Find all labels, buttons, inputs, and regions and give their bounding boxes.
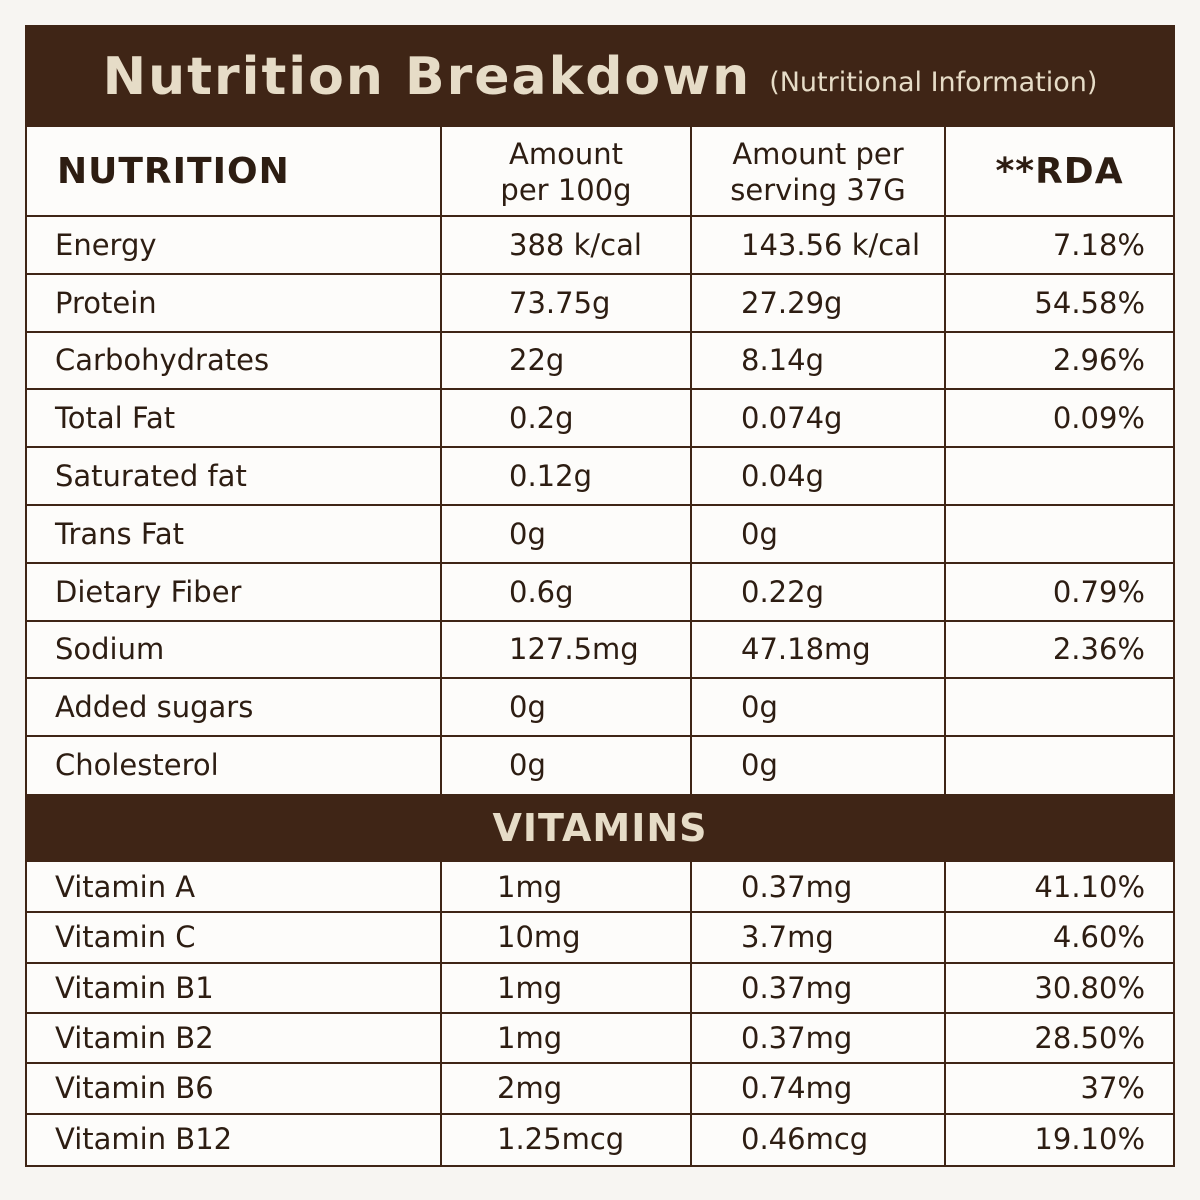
row-divider <box>27 911 1173 914</box>
amount-per-100g: 0.2g <box>509 401 574 436</box>
row-divider <box>27 677 1173 680</box>
column-divider <box>944 862 946 1165</box>
page-title: Nutrition Breakdown <box>102 47 752 107</box>
amount-per-serving: 0.46mcg <box>741 1121 869 1156</box>
header-per-100g: Amount per 100g <box>442 127 690 216</box>
nutrient-name: Sodium <box>55 632 165 667</box>
row-divider <box>27 619 1173 622</box>
row-divider <box>27 1062 1173 1065</box>
nutrient-name: Energy <box>55 227 157 262</box>
rda-value: 2.96% <box>1052 343 1145 378</box>
rda-value: 0.09% <box>1052 401 1145 436</box>
amount-per-100g: 127.5mg <box>509 632 639 667</box>
page-subtitle: (Nutritional Information) <box>769 66 1098 98</box>
amount-per-serving: 0.37mg <box>741 870 853 905</box>
amount-per-serving: 0g <box>741 516 778 551</box>
amount-per-serving: 0.74mg <box>741 1071 853 1106</box>
nutrient-name: Dietary Fiber <box>55 574 242 609</box>
column-divider <box>440 862 442 1165</box>
nutrient-name: Vitamin B2 <box>55 1021 214 1056</box>
amount-per-100g: 0g <box>509 516 546 551</box>
vitamins-label: VITAMINS <box>492 806 708 850</box>
rda-value: 0.79% <box>1052 574 1145 609</box>
amount-per-serving: 0.37mg <box>741 1021 853 1056</box>
amount-per-100g: 0.12g <box>509 459 592 494</box>
nutrient-name: Vitamin B12 <box>55 1121 233 1156</box>
header-per-100g-line2: per 100g <box>500 172 632 207</box>
nutrient-name: Vitamin B6 <box>55 1071 214 1106</box>
row-divider <box>27 330 1173 333</box>
amount-per-serving: 3.7mg <box>741 920 834 955</box>
amount-per-100g: 22g <box>509 343 565 378</box>
nutrient-name: Vitamin C <box>55 920 196 955</box>
amount-per-serving: 0.074g <box>741 401 843 436</box>
rda-value: 30.80% <box>1034 970 1145 1005</box>
nutrient-name: Saturated fat <box>55 459 247 494</box>
amount-per-100g: 1mg <box>497 970 563 1005</box>
rda-value: 41.10% <box>1034 870 1145 905</box>
row-divider <box>27 504 1173 506</box>
header-per-serving: Amount per serving 37G <box>692 127 944 216</box>
nutrient-name: Vitamin A <box>55 870 196 905</box>
header-nutrition: NUTRITION <box>57 151 290 192</box>
amount-per-serving: 0.04g <box>741 459 824 494</box>
nutrient-name: Cholesterol <box>55 748 219 783</box>
amount-per-100g: 388 k/cal <box>509 227 642 262</box>
amount-per-100g: 1.25mcg <box>497 1121 625 1156</box>
header-per-100g-line1: Amount <box>509 136 623 171</box>
rda-value: 2.36% <box>1052 632 1145 667</box>
rda-value <box>946 736 1145 794</box>
row-divider <box>27 215 1173 217</box>
rda-value: 19.10% <box>1034 1121 1145 1156</box>
row-divider <box>27 272 1173 275</box>
amount-per-100g: 0g <box>509 690 546 725</box>
vitamins-section-header: VITAMINS <box>27 794 1173 862</box>
amount-per-100g: 0g <box>509 748 546 783</box>
row-divider <box>27 561 1173 564</box>
nutrition-table: Nutrition Breakdown (Nutritional Informa… <box>25 25 1175 1167</box>
amount-per-serving: 143.56 k/cal <box>741 227 921 262</box>
rda-value: 4.60% <box>1052 920 1145 955</box>
header-per-serving-line2: serving 37G <box>730 172 906 207</box>
amount-per-100g: 2mg <box>497 1071 563 1106</box>
nutrient-name: Carbohydrates <box>55 343 270 378</box>
rda-value: 54.58% <box>1034 285 1145 320</box>
amount-per-serving: 27.29g <box>741 285 843 320</box>
amount-per-serving: 47.18mg <box>741 632 871 667</box>
row-divider <box>27 446 1173 449</box>
amount-per-100g: 73.75g <box>509 285 611 320</box>
title-bar: Nutrition Breakdown (Nutritional Informa… <box>27 27 1173 127</box>
nutrient-name: Vitamin B1 <box>55 970 214 1005</box>
amount-per-serving: 0g <box>741 690 778 725</box>
amount-per-serving: 0.37mg <box>741 970 853 1005</box>
rda-value: 7.18% <box>1052 227 1145 262</box>
header-per-serving-line1: Amount per <box>732 136 904 171</box>
amount-per-100g: 0.6g <box>509 574 574 609</box>
header-rda: **RDA <box>995 151 1124 192</box>
rda-value: 28.50% <box>1034 1021 1145 1056</box>
amount-per-serving: 0.22g <box>741 574 824 609</box>
nutrient-name: Total Fat <box>55 401 176 436</box>
nutrient-name: Protein <box>55 285 157 320</box>
row-divider <box>27 1011 1173 1014</box>
row-divider <box>27 961 1173 964</box>
nutrient-name: Trans Fat <box>55 516 185 551</box>
rda-value <box>946 505 1145 563</box>
amount-per-100g: 1mg <box>497 1021 563 1056</box>
column-divider <box>690 127 692 794</box>
row-divider <box>27 388 1173 391</box>
amount-per-100g: 10mg <box>497 920 581 955</box>
column-divider <box>944 127 946 794</box>
rda-value: 37% <box>1080 1071 1145 1106</box>
nutrient-name: Added sugars <box>55 690 254 725</box>
amount-per-serving: 0g <box>741 748 778 783</box>
column-divider <box>440 127 442 794</box>
rda-value <box>946 447 1145 505</box>
rda-value <box>946 678 1145 736</box>
column-divider <box>690 862 692 1165</box>
amount-per-100g: 1mg <box>497 870 563 905</box>
row-divider <box>27 735 1173 738</box>
row-divider <box>27 1112 1173 1115</box>
amount-per-serving: 8.14g <box>741 343 824 378</box>
